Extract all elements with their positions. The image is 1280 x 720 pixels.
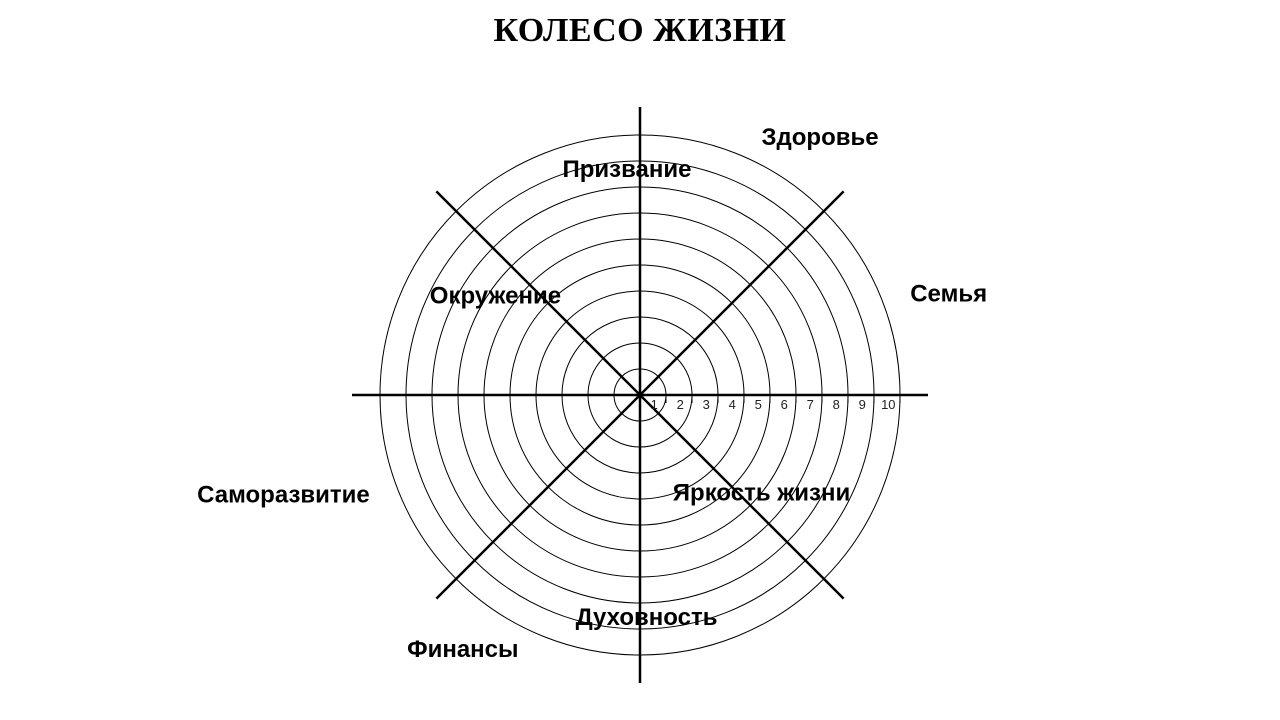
scale-number: 2 <box>677 397 684 412</box>
sector-label: Саморазвитие <box>197 481 370 508</box>
sector-label: Окружение <box>430 283 561 310</box>
sector-label: Духовность <box>576 604 718 631</box>
scale-number: 10 <box>881 397 895 412</box>
scale-number: 4 <box>729 397 736 412</box>
page-title: КОЛЕСО ЖИЗНИ <box>0 12 1280 50</box>
scale-number: 7 <box>807 397 814 412</box>
life-wheel-diagram: 1 2 3 4 5 6 7 8 9 10 Духовность Здоровье Семья Яркост… <box>0 50 1280 720</box>
sector-label: Семья <box>910 281 987 308</box>
sector-label: Яркость жизни <box>673 479 850 506</box>
scale-number: 5 <box>755 397 762 412</box>
scale-number: 9 <box>859 397 866 412</box>
scale-number: 3 <box>703 397 710 412</box>
wheel-container: 1 2 3 4 5 6 7 8 9 10 Духовность Здоровье Семья Яркост… <box>0 50 1280 720</box>
wheel-spoke <box>640 191 844 395</box>
scale-number: 1 <box>651 397 658 412</box>
sector-label: Здоровье <box>761 124 878 151</box>
scale-number: 8 <box>833 397 840 412</box>
sector-label: Финансы <box>407 636 518 663</box>
sector-label: Призвание <box>563 156 692 183</box>
wheel-spoke <box>436 395 640 599</box>
scale-number: 6 <box>781 397 788 412</box>
wheel-center-dot <box>637 392 644 399</box>
